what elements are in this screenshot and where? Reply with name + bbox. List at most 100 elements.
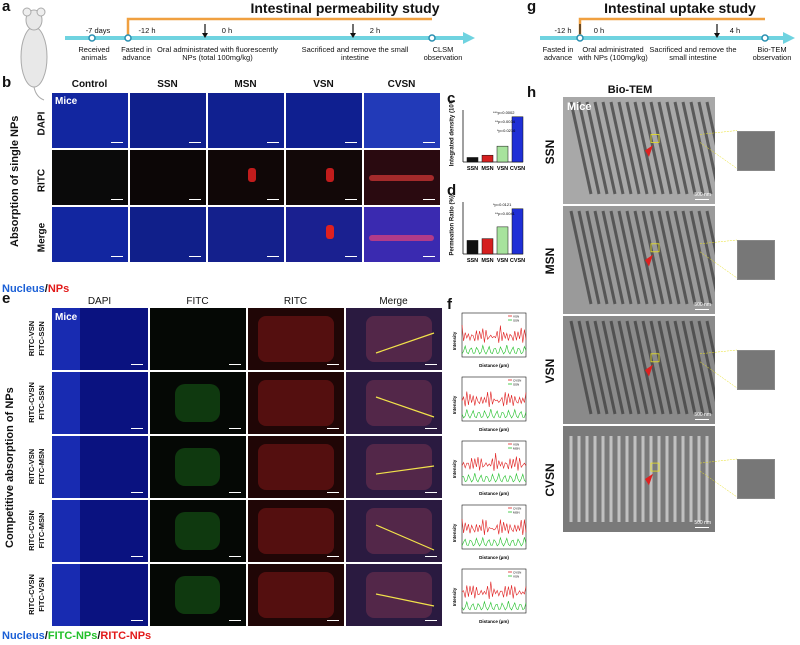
e-profile-segment-2 bbox=[375, 465, 435, 475]
h-villus-0-3 bbox=[593, 101, 617, 195]
e-merge-signal-0 bbox=[366, 316, 432, 362]
f-green-series-3 bbox=[461, 536, 527, 547]
h-zoom-guide-0 bbox=[700, 130, 738, 169]
event-sacrificed: Sacrificed and remove the small intestin… bbox=[301, 45, 409, 63]
e-scalebar-r2-c1 bbox=[229, 491, 241, 493]
h-scalebar-2 bbox=[695, 419, 709, 420]
e-legend-slash-1: / bbox=[44, 630, 48, 642]
h-villus-2-15 bbox=[689, 320, 713, 415]
h-microvilli-2 bbox=[569, 320, 715, 415]
f-legend-text-2-0: VSN bbox=[513, 443, 519, 447]
b-row-dapi: DAPI bbox=[36, 111, 48, 136]
e-row-label-3-0: RITC-CVSN bbox=[27, 510, 36, 551]
panel-d-letter: d bbox=[447, 182, 457, 199]
e-image-r3-c0 bbox=[52, 500, 148, 562]
b-image-r0-c4 bbox=[364, 93, 440, 148]
e-row-label-2-0: RITC-VSN bbox=[27, 448, 36, 485]
panel-g-letter: g bbox=[527, 0, 537, 15]
b-scalebar-r0-c4 bbox=[423, 141, 435, 143]
b-col-cvsn: CVSN bbox=[387, 79, 416, 90]
f-legend-text-4-1: VSN bbox=[513, 575, 519, 579]
h-villus-2-1 bbox=[577, 320, 601, 415]
h-villus-0-6 bbox=[617, 101, 641, 195]
e-scalebar-r0-c0 bbox=[131, 363, 143, 365]
chart-c: SSN MSN VSN CVSN ***p=0.0002 **p=0.0034 *p=0.0… bbox=[462, 110, 525, 172]
f-legend-text-0-0: VSN bbox=[513, 315, 519, 319]
f-red-series-3 bbox=[461, 518, 527, 536]
h-zoom-inset-1 bbox=[737, 240, 775, 280]
e-scalebar-r4-c3 bbox=[425, 619, 437, 621]
b-scalebar-r2-c4 bbox=[423, 255, 435, 257]
b-scalebar-r2-c1 bbox=[189, 255, 201, 257]
h-scalebar-1 bbox=[695, 309, 709, 310]
h-villus-1-12 bbox=[665, 210, 689, 305]
b-legend-nps: NPs bbox=[47, 283, 70, 295]
e-scalebar-r4-c2 bbox=[327, 619, 339, 621]
h-villus-1-17 bbox=[705, 210, 715, 256]
b-scalebar-r0-c1 bbox=[189, 141, 201, 143]
e-fitc-signal-2 bbox=[175, 448, 220, 486]
h-villus-2-17 bbox=[705, 320, 715, 366]
e-image-r3-c3 bbox=[346, 500, 442, 562]
g-event-sacrificed: Sacrificed and remove the small intestin… bbox=[649, 45, 737, 63]
h-villus-2-13 bbox=[673, 320, 697, 415]
h-zoom-guide-1 bbox=[700, 239, 738, 279]
timepoint-minus12h: -12 h bbox=[138, 26, 156, 35]
b-col-msn: MSN bbox=[234, 79, 257, 90]
e-side-label: Competitive absorption of NPs bbox=[4, 387, 16, 548]
h-villus-0-8 bbox=[633, 101, 657, 195]
h-microvilli-3 bbox=[569, 436, 709, 522]
e-profile-segment-0 bbox=[375, 332, 435, 354]
h-guide-bottom-1 bbox=[700, 251, 738, 279]
event-clsm: CLSM observation bbox=[423, 45, 463, 63]
e-row-label-3-1: FITC-MSN bbox=[37, 512, 46, 549]
h-villus-0-15 bbox=[689, 101, 713, 195]
d-bar-3 bbox=[511, 208, 524, 255]
e-profile-segment-1 bbox=[375, 396, 435, 418]
h-microvilli-0 bbox=[569, 101, 715, 195]
f-ylabel-0: Intensity bbox=[452, 331, 457, 350]
e-ritc-signal-3 bbox=[258, 508, 334, 554]
f-ylabel-3: Intensity bbox=[452, 523, 457, 542]
c-bar-3 bbox=[511, 116, 524, 163]
e-profile-line-4 bbox=[375, 593, 435, 607]
b-legend: Nucleus/NPs bbox=[2, 283, 69, 295]
b-legend-nucleus: Nucleus bbox=[2, 283, 45, 295]
f-green-series-2 bbox=[461, 472, 527, 483]
b-image-r0-c2 bbox=[208, 93, 284, 148]
b-scalebar-r2-c3 bbox=[345, 255, 357, 257]
h-row-label-0: SSN bbox=[543, 139, 557, 164]
h-scalebar-text-0: 500 nm bbox=[694, 192, 711, 198]
panel-g-timeline bbox=[540, 17, 795, 44]
e-scalebar-r3-c3 bbox=[425, 555, 437, 557]
event-fasted: Fasted in advance bbox=[121, 45, 152, 63]
h-villus-2-5 bbox=[609, 320, 633, 415]
h-tem-image-3: 500 nm bbox=[563, 426, 715, 532]
e-image-r1-c3 bbox=[346, 372, 442, 434]
c-xtick-0: SSN bbox=[467, 166, 478, 172]
b-np-signal-r1-c2 bbox=[248, 168, 256, 182]
e-image-r0-c1 bbox=[150, 308, 246, 370]
e-merge-signal-1 bbox=[366, 380, 432, 426]
b-np-signal-r1-c4 bbox=[369, 175, 434, 181]
e-merge-signal-2 bbox=[366, 444, 432, 490]
e-profile-line-2 bbox=[375, 465, 435, 475]
event-oral: Oral administrated with fluorescently NP… bbox=[157, 45, 278, 63]
h-villus-0-14 bbox=[681, 101, 705, 195]
h-mice-label: Mice bbox=[567, 101, 592, 113]
e-row-label-1-1: FITC-SSN bbox=[37, 385, 46, 420]
e-image-r4-c1 bbox=[150, 564, 246, 626]
e-image-r0-c2 bbox=[248, 308, 344, 370]
h-zoom-guide-3 bbox=[700, 458, 738, 498]
g-event-oral: Oral administrated with NPs (100mg/kg) bbox=[578, 45, 648, 63]
c-xtick-3: CVSN bbox=[510, 166, 525, 172]
h-villus-1-14 bbox=[681, 210, 705, 305]
h-guide-bottom-3 bbox=[700, 470, 738, 498]
h-villus-1-8 bbox=[633, 210, 657, 305]
e-row-label-2-1: FITC-MSN bbox=[37, 448, 46, 485]
e-dapi-edge-3 bbox=[52, 500, 80, 562]
e-image-r1-c2 bbox=[248, 372, 344, 434]
